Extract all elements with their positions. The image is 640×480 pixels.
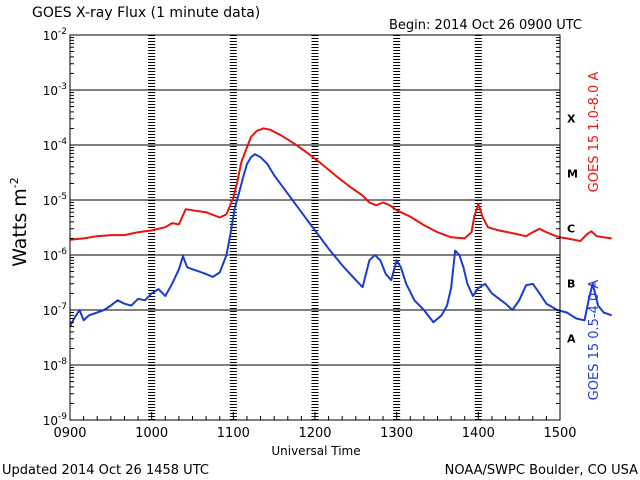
- y-tick-label-base: 10: [43, 414, 58, 428]
- footer-credit: NOAA/SWPC Boulder, CO USA: [445, 463, 638, 478]
- flare-class-label: X: [567, 113, 576, 126]
- y-tick-label-base: 10: [43, 194, 58, 208]
- y-tick-label-base: 10: [43, 249, 58, 263]
- y-tick-label: 10-8: [43, 357, 68, 373]
- y-tick-label: 10-6: [43, 247, 68, 263]
- footer-updated: Updated 2014 Oct 26 1458 UTC: [2, 463, 209, 478]
- begin-label: Begin: 2014 Oct 26 0900 UTC: [389, 18, 582, 33]
- y-tick-label: 10-4: [43, 137, 68, 153]
- x-tick-label: 1100: [217, 426, 250, 441]
- x-tick-label: 1500: [543, 426, 576, 441]
- y-tick-label: 10-9: [43, 412, 68, 428]
- chart-title: GOES X-ray Flux (1 minute data): [32, 5, 260, 21]
- legend-red-label: GOES 15 1.0-8.0 A: [587, 72, 602, 193]
- svg-text:Watts m-2: Watts m-2: [8, 177, 31, 267]
- x-axis-label: Universal Time: [271, 444, 360, 458]
- y-tick-label-exp: -8: [58, 357, 67, 367]
- legend-red: GOES 15 1.0-8.0 A: [587, 72, 602, 193]
- x-tick-label: 1200: [298, 426, 331, 441]
- x-tick-label: 1000: [135, 426, 168, 441]
- flare-class-label: M: [567, 168, 578, 181]
- y-tick-label: 10-5: [43, 192, 67, 208]
- grid-layer: [70, 35, 560, 420]
- x-tick-label: 0900: [53, 426, 86, 441]
- series-line: [69, 153, 613, 328]
- flare-class-label: A: [567, 333, 576, 346]
- flare-class-label: C: [567, 223, 575, 236]
- x-tick-label: 1300: [380, 426, 413, 441]
- y-tick-label-exp: -5: [58, 192, 67, 202]
- y-tick-label-exp: -6: [58, 247, 67, 257]
- y-tick-label: 10-2: [43, 27, 67, 43]
- y-tick-label-base: 10: [43, 84, 58, 98]
- legend-blue-label: GOES 15 0.5-4.0 A: [587, 280, 602, 401]
- y-axis-label: Watts m-2: [8, 177, 31, 267]
- flare-class-label: B: [567, 278, 575, 291]
- y-tick-label-exp: -4: [58, 137, 67, 147]
- y-tick-label-base: 10: [43, 359, 58, 373]
- y-tick-label-base: 10: [43, 29, 58, 43]
- series-line: [69, 127, 612, 242]
- legend-blue: GOES 15 0.5-4.0 A: [587, 280, 602, 401]
- y-tick-label-exp: -2: [58, 27, 67, 37]
- y-tick-label-base: 10: [43, 139, 58, 153]
- x-tick-label: 1400: [462, 426, 495, 441]
- y-axis-label-base: Watts m: [9, 188, 31, 267]
- y-tick-label-exp: -3: [58, 82, 67, 92]
- series-layer: [69, 127, 613, 328]
- y-tick-label-exp: -9: [58, 412, 67, 422]
- y-tick-label: 10-3: [43, 82, 67, 98]
- y-tick-label-base: 10: [43, 304, 58, 318]
- y-tick-label-exp: -7: [58, 302, 67, 312]
- y-axis-label-exp: -2: [8, 177, 21, 188]
- y-tick-label: 10-7: [43, 302, 67, 318]
